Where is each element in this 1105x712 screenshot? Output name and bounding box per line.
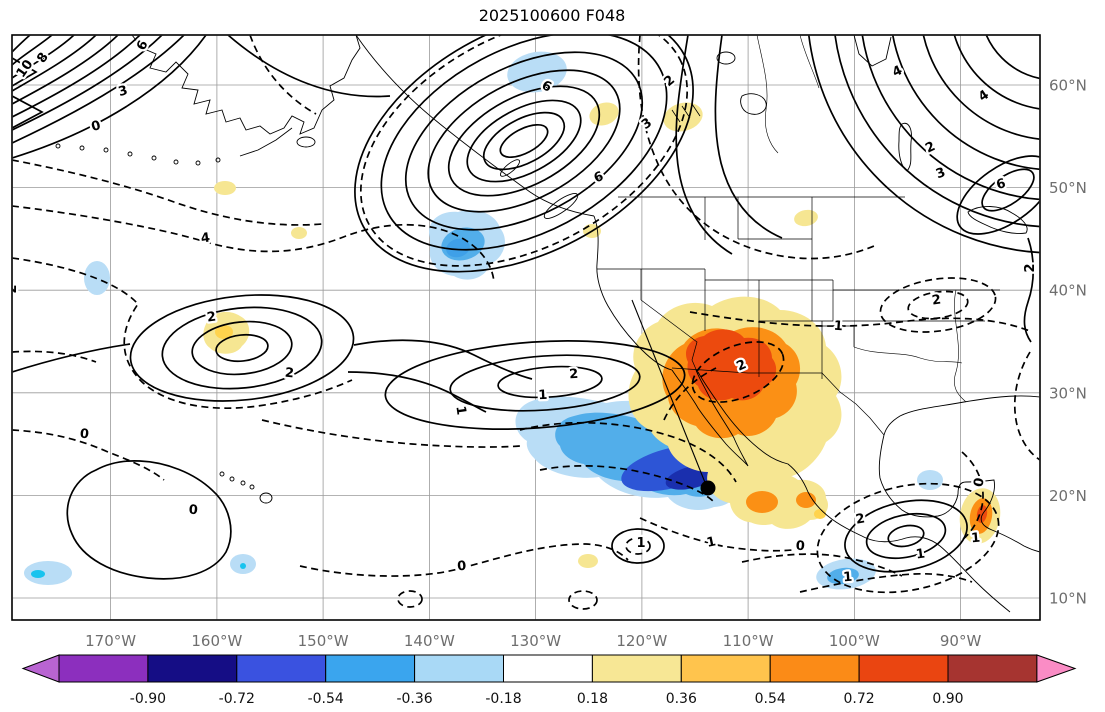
colorbar-tick-label: -0.36 [396,691,432,707]
colorbar-tick-label: 0.90 [932,691,963,707]
plot-frame [11,34,1041,621]
colorbar-tick-label: 0.54 [755,691,786,707]
colorbar-tick-label: 0.72 [844,691,875,707]
colorbar-over-arrow [1036,654,1077,683]
colorbar-segment [503,654,593,683]
colorbar-tick-label: 0.18 [577,691,608,707]
colorbar-segment [680,654,771,683]
colorbar-segment [414,654,505,683]
lon-tick-label: 160°W [191,632,242,650]
colorbar: -0.90 -0.72 -0.54 -0.36 -0.18 0.18 0.36 0.54 0.7… [21,654,1077,707]
longitude-axis: 170°W 160°W 150°W 140°W 130°W 120°W 110°W 100°W… [85,632,981,650]
colorbar-tick-labels: -0.90 -0.72 -0.54 -0.36 -0.18 0.18 0.36 0.54 0.7… [130,691,964,707]
lon-tick-label: 130°W [510,632,561,650]
lon-tick-label: 120°W [616,632,667,650]
colorbar-tick-label: -0.90 [130,691,166,707]
lat-tick-label: 20°N [1049,487,1087,505]
colorbar-segment [591,654,682,683]
lon-tick-label: 170°W [85,632,136,650]
map-plot-area [12,35,1040,620]
colorbar-tick-label: -0.72 [219,691,255,707]
contour-label: 2 [569,367,579,383]
lat-tick-label: 30°N [1049,384,1087,402]
contour-label: 0 [457,559,467,575]
colorbar-tick-label: 0.36 [666,691,697,707]
colorbar-segment [858,654,949,683]
colorbar-segment [58,654,149,683]
lat-tick-label: 60°N [1049,77,1087,95]
lon-tick-label: 150°W [298,632,349,650]
colorbar-segment [947,654,1038,683]
colorbar-tick-label: -0.54 [308,691,344,707]
contour-label: 0 [79,427,90,443]
colorbar-under-arrow [21,654,60,683]
colorbar-segment [769,654,860,683]
dashed-contour-layer [12,35,1040,610]
lat-tick-label: 10°N [1049,590,1087,608]
contour-label: 1 [971,531,981,547]
page-title: 2025100600 F048 [479,6,626,25]
coastline-layer [55,35,1040,613]
contour-label: 0 [188,503,198,519]
contour-label: 2 [1023,263,1038,272]
state-border-layer [597,196,1000,436]
track-line [631,299,707,486]
contour-label: 2 [5,284,20,293]
contour-label: 2 [284,366,295,382]
colorbar-segments [58,654,1038,683]
colorbar-segment [325,654,416,683]
contour-label: 1 [843,570,853,586]
colorbar-tick-label: -0.18 [485,691,521,707]
contour-label: 1 [538,388,548,403]
lat-tick-label: 40°N [1049,282,1087,300]
colorbar-segment [236,654,327,683]
contour-label: 1 [636,536,645,551]
lat-tick-label: 50°N [1049,179,1087,197]
lon-tick-label: 110°W [723,632,774,650]
storm-marker [700,480,716,496]
contour-label: 0 [795,539,805,555]
lon-tick-label: 100°W [829,632,880,650]
colorbar-segment [147,654,238,683]
contour-label: 1 [833,319,843,335]
lon-tick-label: 140°W [404,632,455,650]
solid-contour-layer [12,35,1040,580]
lon-tick-label: 90°W [940,632,982,650]
latitude-axis: 60°N 50°N 40°N 30°N 20°N 10°N [1049,77,1087,608]
